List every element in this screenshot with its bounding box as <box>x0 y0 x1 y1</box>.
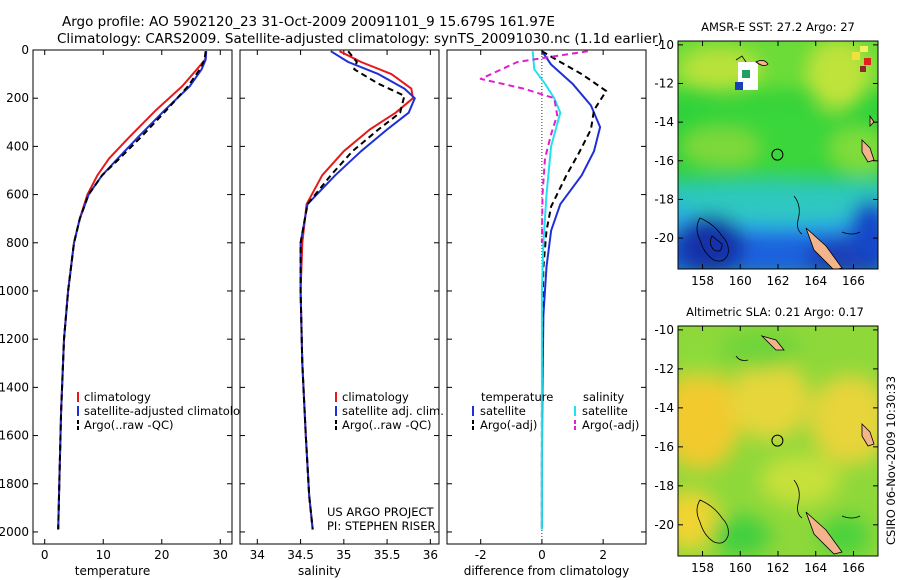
legend-title-salinity: salinity <box>583 390 624 404</box>
map-y-tick-label: -16 <box>654 440 674 454</box>
sst-field <box>678 41 878 269</box>
x-tick-label: 34 <box>250 548 265 562</box>
figure-title-line2: Climatology: CARS2009. Satellite-adjuste… <box>57 31 663 47</box>
map-x-tick-label: 160 <box>729 274 752 288</box>
x-tick-label: 30 <box>213 548 228 562</box>
series-group <box>479 50 608 530</box>
map-x-tick-label: 160 <box>729 561 752 575</box>
map-x-tick-label: 162 <box>767 274 790 288</box>
map-x-tick-label: 166 <box>842 561 865 575</box>
sla-map: 158 160 162 164 166 -10 -12 -14 -16 -18 -20 <box>654 323 879 575</box>
x-tick-label: 2 <box>599 548 607 562</box>
map-y-tick-label: -12 <box>654 362 674 376</box>
sst-map-title: AMSR-E SST: 27.2 Argo: 27 <box>701 20 855 34</box>
x-tick-label: 36 <box>423 548 438 562</box>
x-tick-label: 34.5 <box>287 548 314 562</box>
sla-map-title: Altimetric SLA: 0.21 Argo: 0.17 <box>686 305 864 319</box>
x-tick-label: 20 <box>154 548 169 562</box>
temperature-profile-panel: 0 200 400 600 800 1000 1200 1400 1600 1800 2000 0 10… <box>0 43 254 578</box>
series-group <box>57 51 208 530</box>
y-tick-label: 1800 <box>0 477 29 491</box>
x-tick-label: 10 <box>96 548 111 562</box>
credit-line1: US ARGO PROJECT <box>327 505 435 519</box>
plot-frame <box>446 49 647 545</box>
x-tick-label: -2 <box>475 548 487 562</box>
salinity-profile-panel: 34 34.5 35 35.5 36 salinity climatologysatelli… <box>239 49 444 578</box>
sla-map-ticks: 158 160 162 164 166 -10 -12 -14 -16 -18 -20 <box>654 323 878 575</box>
map-x-tick-label: 158 <box>691 561 714 575</box>
map-y-tick-label: -10 <box>654 323 674 337</box>
y-tick-label: 400 <box>6 139 29 153</box>
sst-map: 158 160 162 164 166 -10 -12 -14 -16 -18 -20 <box>654 38 879 288</box>
sla-field <box>678 326 878 556</box>
map-y-tick-label: -14 <box>654 115 674 129</box>
legend-label: Argo(-adj) <box>480 418 537 432</box>
legend-label: Argo(..raw -QC) <box>342 418 432 432</box>
y-tick-label: 0 <box>21 43 29 57</box>
figure-title-line1: Argo profile: AO 5902120_23 31-Oct-2009 … <box>62 14 555 30</box>
legend-label: Argo(..raw -QC) <box>84 418 174 432</box>
plot-frame <box>32 49 233 545</box>
x-tick-label: 0 <box>41 548 49 562</box>
series-line-satellite <box>531 51 562 530</box>
legend-label: climatology <box>84 390 151 404</box>
y-tick-label: 1000 <box>0 284 29 298</box>
y-tick-label: 600 <box>6 188 29 202</box>
map-y-tick-label: -18 <box>654 192 674 206</box>
series-group <box>299 50 416 530</box>
legend-label: Argo(-adj) <box>582 418 639 432</box>
y-tick-label: 1600 <box>0 429 29 443</box>
map-x-tick-label: 158 <box>691 274 714 288</box>
map-y-tick-label: -20 <box>654 518 674 532</box>
sla-argo-location-marker <box>771 434 784 447</box>
x-axis-label: difference from climatology <box>464 564 630 578</box>
y-tick-label: 2000 <box>0 525 29 539</box>
series-line-argo-raw-qc- <box>299 50 406 530</box>
sst-argo-location-marker <box>771 148 784 161</box>
y-tick-label: 1200 <box>0 332 29 346</box>
map-y-tick-label: -20 <box>654 231 674 245</box>
map-x-tick-label: 164 <box>804 561 827 575</box>
series-line-argo-raw-qc- <box>57 51 207 530</box>
sst-map-ticks: 158 160 162 164 166 -10 -12 -14 -16 -18 -20 <box>654 38 878 288</box>
x-tick-label: 0 <box>538 548 546 562</box>
legend-label: satellite adj. clim. <box>342 404 444 418</box>
map-y-tick-label: -10 <box>654 38 674 52</box>
map-x-tick-label: 162 <box>767 561 790 575</box>
x-axis-label: salinity <box>298 564 341 578</box>
difference-profile-panel: -2 0 2 difference from climatology temperatu… <box>446 49 647 578</box>
map-x-tick-label: 166 <box>842 274 865 288</box>
map-y-tick-label: -14 <box>654 401 674 415</box>
legend-label: satellite-adjusted climatology <box>84 404 254 418</box>
x-axis-label: temperature <box>75 564 150 578</box>
legend-title-temperature: temperature <box>481 390 553 404</box>
y-tick-label: 1400 <box>0 380 29 394</box>
x-tick-label: 35 <box>336 548 351 562</box>
legend-label: satellite <box>480 404 526 418</box>
y-tick-label: 200 <box>6 91 29 105</box>
y-tick-label: 800 <box>6 236 29 250</box>
legend-label: climatology <box>342 390 409 404</box>
timestamp-label: CSIRO 06-Nov-2009 10:30:33 <box>884 376 898 545</box>
map-y-tick-label: -16 <box>654 154 674 168</box>
x-tick-label: 35.5 <box>374 548 401 562</box>
map-y-tick-label: -18 <box>654 479 674 493</box>
map-y-tick-label: -12 <box>654 77 674 91</box>
map-x-tick-label: 164 <box>804 274 827 288</box>
plot-frame <box>239 49 440 545</box>
credit-line2: PI: STEPHEN RISER <box>327 519 436 533</box>
series-line-argo-adj- <box>479 50 588 243</box>
legend-label: satellite <box>582 404 628 418</box>
